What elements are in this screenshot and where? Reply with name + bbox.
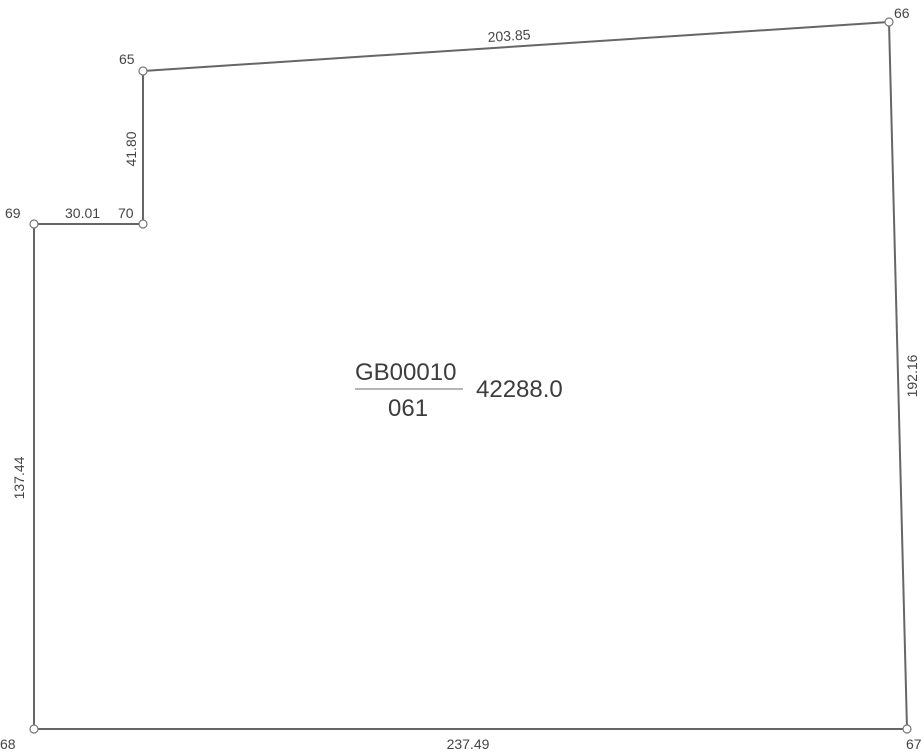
edge-length-70-65: 41.80 bbox=[123, 131, 139, 166]
vertex-66 bbox=[884, 17, 894, 27]
vertex-label-67: 67 bbox=[906, 736, 922, 752]
vertex-label-66: 66 bbox=[894, 5, 910, 21]
vertex-70 bbox=[138, 219, 148, 229]
parcel-number: 061 bbox=[388, 395, 428, 422]
edge-66-67 bbox=[888, 21, 908, 730]
edge-65-66 bbox=[142, 21, 890, 72]
vertex-65 bbox=[138, 66, 148, 76]
vertex-label-70: 70 bbox=[118, 205, 134, 221]
vertex-69 bbox=[29, 219, 39, 229]
edge-length-65-66: 203.85 bbox=[487, 26, 531, 45]
edge-length-68-69: 137.44 bbox=[11, 456, 27, 499]
vertex-68 bbox=[29, 724, 39, 734]
edge-length-66-67: 192.16 bbox=[904, 354, 920, 397]
vertex-label-68: 68 bbox=[0, 736, 16, 752]
parcel-code: GB00010 bbox=[355, 359, 456, 386]
edge-length-67-68: 237.49 bbox=[447, 736, 490, 752]
vertex-label-65: 65 bbox=[119, 51, 135, 67]
parcel-area: 42288.0 bbox=[476, 376, 563, 403]
vertex-label-69: 69 bbox=[5, 205, 21, 221]
edge-length-69-70: 30.01 bbox=[65, 205, 100, 221]
vertex-67 bbox=[902, 724, 912, 734]
